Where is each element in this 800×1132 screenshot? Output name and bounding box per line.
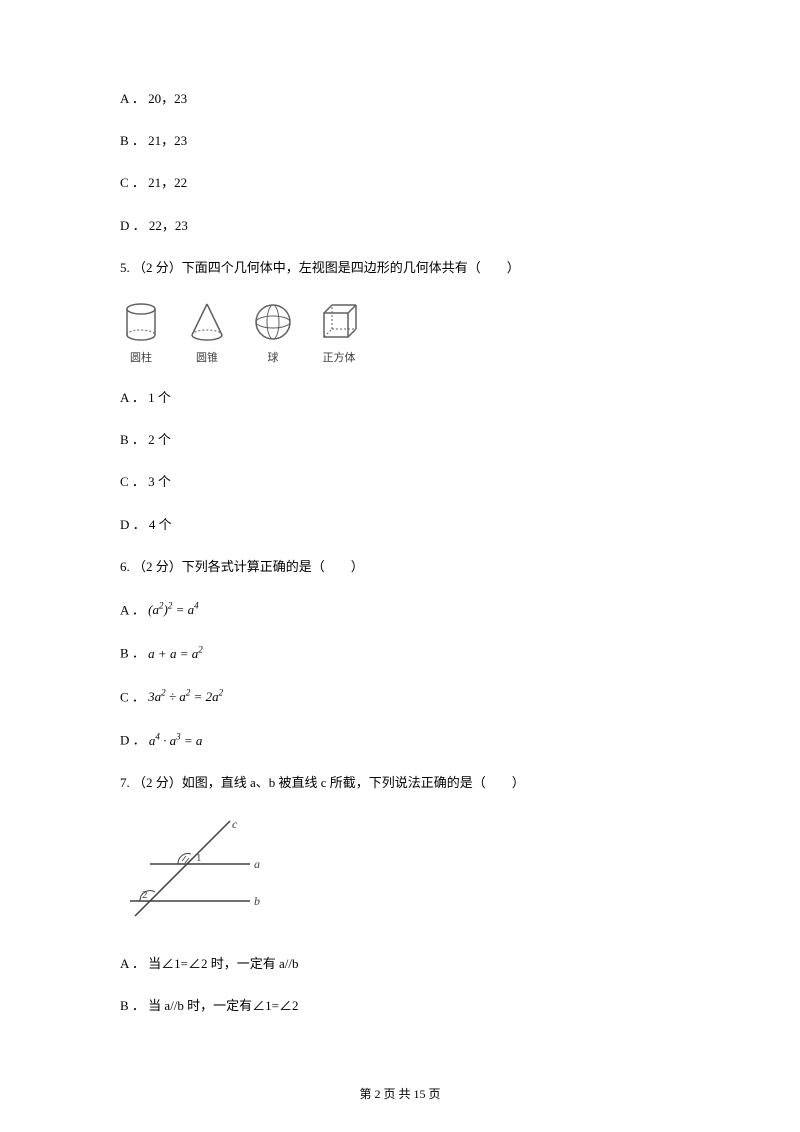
sphere-label: 球	[268, 349, 279, 365]
cone-label: 圆锥	[196, 349, 218, 365]
option-q6-d-math: a4 · a3 = a	[149, 733, 203, 748]
cone-icon	[186, 301, 228, 343]
option-q6-c-math: 3a2 ÷ a2 = 2a2	[148, 689, 223, 704]
option-q6-c: C ． 3a2 ÷ a2 = 2a2	[120, 687, 680, 707]
cylinder-label: 圆柱	[130, 349, 152, 365]
option-q4-a: A ． 20，23	[120, 90, 680, 108]
option-q7-b: B ． 当 a//b 时，一定有∠1=∠2	[120, 997, 680, 1015]
cube-icon	[318, 301, 360, 343]
option-q6-d-prefix: D ．	[120, 733, 146, 748]
option-q5-d: D ． 4 个	[120, 516, 680, 534]
page-footer: 第 2 页 共 15 页	[0, 1085, 800, 1102]
question-7-stem: 7. （2 分）如图，直线 a、b 被直线 c 所截，下列说法正确的是（ ）	[120, 774, 680, 792]
shape-sphere: 球	[252, 301, 294, 365]
option-q7-a: A ． 当∠1=∠2 时，一定有 a//b	[120, 955, 680, 973]
option-q6-b: B ． a + a = a2	[120, 643, 680, 663]
svg-text:a: a	[254, 857, 260, 871]
option-q6-a-math: (a2)2 = a4	[148, 602, 198, 617]
transversal-diagram: c a b 1 2	[120, 816, 270, 926]
question-6-stem: 6. （2 分）下列各式计算正确的是（ ）	[120, 558, 680, 576]
option-q5-c: C ． 3 个	[120, 473, 680, 491]
q7-diagram: c a b 1 2	[120, 816, 680, 931]
svg-text:1: 1	[196, 852, 202, 864]
question-5-stem: 5. （2 分）下面四个几何体中，左视图是四边形的几何体共有（ ）	[120, 259, 680, 277]
option-q6-a: A ． (a2)2 = a4	[120, 600, 680, 620]
option-q5-a: A ． 1 个	[120, 389, 680, 407]
option-q6-d: D ． a4 · a3 = a	[120, 730, 680, 750]
sphere-icon	[252, 301, 294, 343]
option-q6-c-prefix: C ．	[120, 689, 145, 704]
shape-cone: 圆锥	[186, 301, 228, 365]
option-q6-a-prefix: A ．	[120, 602, 145, 617]
svg-text:c: c	[232, 817, 238, 831]
shape-cube: 正方体	[318, 301, 360, 365]
cube-label: 正方体	[323, 349, 356, 365]
option-q6-b-prefix: B ．	[120, 646, 145, 661]
option-q5-b: B ． 2 个	[120, 431, 680, 449]
shape-cylinder: 圆柱	[120, 301, 162, 365]
option-q6-b-math: a + a = a2	[148, 646, 203, 661]
svg-text:b: b	[254, 894, 260, 908]
option-q4-c: C ． 21，22	[120, 174, 680, 192]
option-q4-b: B ． 21，23	[120, 132, 680, 150]
cylinder-icon	[120, 301, 162, 343]
option-q4-d: D ． 22，23	[120, 217, 680, 235]
q5-shapes-row: 圆柱 圆锥 球 正方体	[120, 301, 680, 365]
